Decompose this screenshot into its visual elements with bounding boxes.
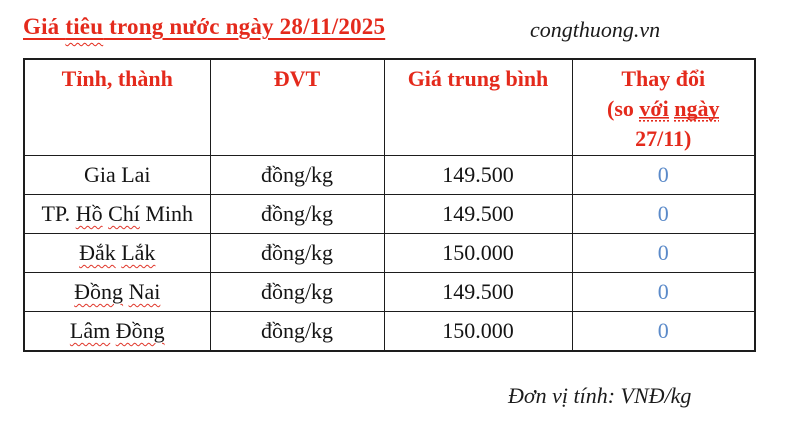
title-part-spellchecked: tiêu — [65, 14, 104, 39]
province-name-part: Minh — [139, 201, 194, 226]
change-header-part-spellchecked: với — [639, 96, 669, 121]
change-header-part: (so — [607, 96, 640, 121]
change-cell: 0 — [571, 272, 756, 312]
change-header-line1: Thay đổi — [621, 66, 706, 91]
title-part: trong nước ngày 28/11/2025 — [103, 14, 386, 39]
table-row-gia-lai: Gia Lai đồng/kg 149.500 0 — [23, 155, 756, 195]
province-name-part: Đồng — [74, 279, 124, 304]
col-header-change: Thay đổi (so với ngày 27/11) — [571, 58, 756, 156]
province-name-part: Lắk — [121, 240, 156, 265]
price-table: Tỉnh, thành ĐVT Giá trung bình Thay đổi … — [23, 58, 756, 352]
change-header-line3: 27/11) — [635, 126, 692, 151]
change-cell: 0 — [571, 155, 756, 195]
province-name-part: Lâm — [69, 318, 111, 343]
change-cell: 0 — [571, 233, 756, 273]
unit-cell: đồng/kg — [209, 155, 385, 195]
col-header-province: Tỉnh, thành — [23, 58, 211, 156]
province-name-part: Đắk — [79, 240, 116, 265]
price-cell: 149.500 — [383, 272, 573, 312]
province-name-part: Hồ — [75, 201, 103, 226]
col-header-unit: ĐVT — [209, 58, 385, 156]
title-part: Giá — [23, 14, 66, 39]
price-cell: 149.500 — [383, 194, 573, 234]
header-row: Tỉnh, thành ĐVT Giá trung bình Thay đổi … — [23, 58, 756, 156]
province-name-part: Gia Lai — [83, 162, 151, 187]
unit-cell: đồng/kg — [209, 311, 385, 352]
province-name-part: TP. — [41, 201, 76, 226]
unit-cell: đồng/kg — [209, 194, 385, 234]
price-cell: 150.000 — [383, 233, 573, 273]
unit-cell: đồng/kg — [209, 272, 385, 312]
table-row-dak-lak: Đắk Lắk đồng/kg 150.000 0 — [23, 233, 756, 273]
price-cell: 149.500 — [383, 155, 573, 195]
province-name-part: Chí — [108, 201, 140, 226]
change-cell: 0 — [571, 311, 756, 352]
province-name-part: Đồng — [115, 318, 165, 343]
table-header: Tỉnh, thành ĐVT Giá trung bình Thay đổi … — [23, 58, 756, 156]
table-body: Gia Lai đồng/kg 149.500 0 TP. Hồ Chí Min… — [23, 155, 756, 352]
province-cell: Đắk Lắk — [23, 233, 211, 273]
unit-note: Đơn vị tính: VNĐ/kg — [508, 383, 692, 408]
unit-cell: đồng/kg — [209, 233, 385, 273]
page-title: Giá tiêu trong nước ngày 28/11/2025 — [23, 14, 385, 40]
table-row-lam-dong: Lâm Đồng đồng/kg 150.000 0 — [23, 311, 756, 352]
province-cell: Lâm Đồng — [23, 311, 211, 352]
change-cell: 0 — [571, 194, 756, 234]
province-name-part: Nai — [128, 279, 161, 304]
brand-watermark: congthuong.vn — [530, 17, 661, 42]
price-cell: 150.000 — [383, 311, 573, 352]
change-header-part-spellchecked: ngày — [674, 96, 720, 121]
change-header-line2: (so với ngày — [574, 94, 754, 124]
province-cell: TP. Hồ Chí Minh — [23, 194, 211, 234]
col-header-avg-price: Giá trung bình — [383, 58, 573, 156]
table-row-dong-nai: Đồng Nai đồng/kg 149.500 0 — [23, 272, 756, 312]
province-cell: Đồng Nai — [23, 272, 211, 312]
table-row-tp-ho-chi-minh: TP. Hồ Chí Minh đồng/kg 149.500 0 — [23, 194, 756, 234]
province-cell: Gia Lai — [23, 155, 211, 195]
